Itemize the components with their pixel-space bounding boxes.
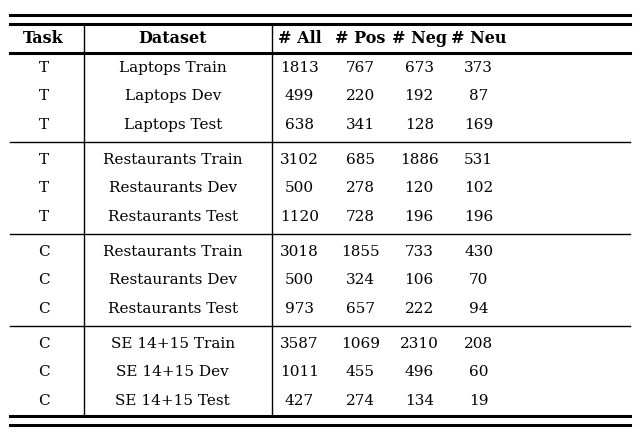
Text: 499: 499 [285, 89, 314, 103]
Text: # Neu: # Neu [451, 30, 506, 47]
Text: 169: 169 [464, 118, 493, 132]
Text: 196: 196 [404, 210, 434, 224]
Text: 373: 373 [464, 61, 493, 74]
Text: 767: 767 [346, 61, 375, 74]
Text: Restaurants Dev: Restaurants Dev [109, 273, 237, 287]
Text: 3102: 3102 [280, 153, 319, 167]
Text: 1886: 1886 [400, 153, 438, 167]
Text: 531: 531 [464, 153, 493, 167]
Text: 192: 192 [404, 89, 434, 103]
Text: C: C [38, 366, 49, 379]
Text: T: T [38, 210, 49, 224]
Text: # All: # All [278, 30, 321, 47]
Text: 274: 274 [346, 394, 375, 408]
Text: Laptops Test: Laptops Test [124, 118, 222, 132]
Text: 87: 87 [469, 89, 488, 103]
Text: 134: 134 [404, 394, 434, 408]
Text: C: C [38, 245, 49, 259]
Text: 1120: 1120 [280, 210, 319, 224]
Text: 106: 106 [404, 273, 434, 287]
Text: 222: 222 [404, 302, 434, 316]
Text: 638: 638 [285, 118, 314, 132]
Text: 685: 685 [346, 153, 375, 167]
Text: 2310: 2310 [400, 337, 438, 351]
Text: 500: 500 [285, 181, 314, 195]
Text: 60: 60 [469, 366, 488, 379]
Text: 278: 278 [346, 181, 375, 195]
Text: # Neg: # Neg [392, 30, 447, 47]
Text: Restaurants Test: Restaurants Test [108, 210, 238, 224]
Text: SE 14+15 Test: SE 14+15 Test [115, 394, 230, 408]
Text: 3587: 3587 [280, 337, 319, 351]
Text: C: C [38, 337, 49, 351]
Text: C: C [38, 394, 49, 408]
Text: T: T [38, 181, 49, 195]
Text: 1011: 1011 [280, 366, 319, 379]
Text: 673: 673 [404, 61, 434, 74]
Text: # Pos: # Pos [335, 30, 385, 47]
Text: 657: 657 [346, 302, 375, 316]
Text: 94: 94 [469, 302, 488, 316]
Text: 973: 973 [285, 302, 314, 316]
Text: C: C [38, 273, 49, 287]
Text: 1855: 1855 [341, 245, 380, 259]
Text: Task: Task [23, 30, 64, 47]
Text: SE 14+15 Train: SE 14+15 Train [111, 337, 235, 351]
Text: Restaurants Train: Restaurants Train [103, 153, 243, 167]
Text: 128: 128 [404, 118, 434, 132]
Text: 120: 120 [404, 181, 434, 195]
Text: 430: 430 [464, 245, 493, 259]
Text: SE 14+15 Dev: SE 14+15 Dev [116, 366, 229, 379]
Text: T: T [38, 89, 49, 103]
Text: 496: 496 [404, 366, 434, 379]
Text: 3018: 3018 [280, 245, 319, 259]
Text: 455: 455 [346, 366, 375, 379]
Text: Laptops Dev: Laptops Dev [125, 89, 221, 103]
Text: Restaurants Test: Restaurants Test [108, 302, 238, 316]
Text: 196: 196 [464, 210, 493, 224]
Text: 19: 19 [469, 394, 488, 408]
Text: 208: 208 [464, 337, 493, 351]
Text: Dataset: Dataset [138, 30, 207, 47]
Text: 500: 500 [285, 273, 314, 287]
Text: T: T [38, 118, 49, 132]
Text: 1069: 1069 [341, 337, 380, 351]
Text: 733: 733 [404, 245, 434, 259]
Text: T: T [38, 61, 49, 74]
Text: Restaurants Train: Restaurants Train [103, 245, 243, 259]
Text: 341: 341 [346, 118, 375, 132]
Text: 102: 102 [464, 181, 493, 195]
Text: Laptops Train: Laptops Train [119, 61, 227, 74]
Text: 70: 70 [469, 273, 488, 287]
Text: T: T [38, 153, 49, 167]
Text: 728: 728 [346, 210, 375, 224]
Text: Restaurants Dev: Restaurants Dev [109, 181, 237, 195]
Text: 1813: 1813 [280, 61, 319, 74]
Text: C: C [38, 302, 49, 316]
Text: 220: 220 [346, 89, 375, 103]
Text: 324: 324 [346, 273, 375, 287]
Text: 427: 427 [285, 394, 314, 408]
